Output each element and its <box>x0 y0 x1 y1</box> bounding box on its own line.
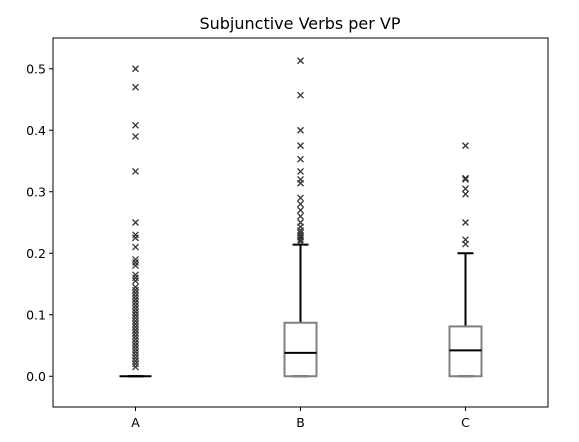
outlier-marker <box>132 314 139 322</box>
x-axis: A B C <box>131 407 470 430</box>
outlier-marker <box>462 174 469 182</box>
outlier-marker <box>132 345 139 353</box>
outlier-marker <box>132 243 139 251</box>
outlier-marker <box>297 179 304 187</box>
outlier-marker <box>132 360 139 368</box>
outlier-marker <box>132 302 139 309</box>
y-axis: 0.0 0.1 0.2 0.3 0.4 0.5 <box>26 61 53 384</box>
x-tick-label: C <box>461 415 470 430</box>
outlier-marker <box>297 91 304 99</box>
outlier-marker <box>132 317 139 325</box>
outlier-marker <box>132 262 139 270</box>
y-tick-label: 0.2 <box>26 246 46 261</box>
outlier-marker <box>132 295 139 303</box>
outlier-marker <box>132 219 139 226</box>
outlier-marker <box>132 231 139 239</box>
outlier-marker <box>132 363 139 371</box>
x-tick-label: A <box>131 415 140 430</box>
outlier-marker <box>132 289 139 297</box>
outlier-marker <box>132 255 139 263</box>
outlier-marker <box>297 142 304 150</box>
y-tick-label: 0.3 <box>26 184 46 199</box>
outlier-marker <box>132 342 139 349</box>
y-tick-label: 0.4 <box>26 123 46 138</box>
outlier-marker <box>132 311 139 319</box>
outlier-marker <box>462 190 469 198</box>
outlier-marker <box>297 155 304 163</box>
outlier-marker <box>297 227 304 234</box>
outlier-marker <box>132 320 139 328</box>
outlier-marker <box>132 65 139 73</box>
outlier-marker <box>132 259 139 266</box>
outlier-marker <box>132 308 139 316</box>
y-tick-label: 0.0 <box>26 369 46 384</box>
outlier-marker <box>132 348 139 356</box>
plot-area <box>119 57 483 378</box>
box-group-c <box>448 142 483 378</box>
outlier-marker <box>132 283 139 291</box>
outlier-marker <box>462 175 469 183</box>
outlier-marker <box>297 236 304 244</box>
outlier-marker <box>132 234 139 242</box>
outlier-marker <box>132 298 139 306</box>
y-tick-label: 0.1 <box>26 307 46 322</box>
outlier-marker <box>132 332 139 340</box>
outlier-marker <box>297 200 304 208</box>
outlier-marker <box>297 194 304 202</box>
outlier-marker <box>297 57 304 65</box>
outlier-marker <box>132 83 139 91</box>
outlier-marker <box>132 132 139 140</box>
outlier-marker <box>462 142 469 150</box>
outlier-marker <box>132 357 139 365</box>
outlier-marker <box>462 240 469 248</box>
outlier-marker <box>297 212 304 220</box>
outlier-marker <box>132 329 139 337</box>
outlier-marker <box>132 286 139 294</box>
outlier-marker <box>132 305 139 313</box>
outlier-marker <box>132 351 139 359</box>
outlier-marker <box>297 126 304 134</box>
outlier-marker <box>132 323 139 331</box>
y-tick-label: 0.5 <box>26 61 46 76</box>
outlier-marker <box>132 292 139 300</box>
outlier-marker <box>132 271 139 279</box>
outlier-marker <box>132 354 139 362</box>
outlier-marker <box>132 335 139 343</box>
iqr-box <box>283 321 318 378</box>
outlier-marker <box>132 167 139 175</box>
outlier-marker <box>297 167 304 175</box>
outlier-marker <box>132 338 139 346</box>
outlier-marker <box>297 206 304 214</box>
outlier-marker <box>132 274 139 282</box>
outlier-marker <box>132 121 139 129</box>
outlier-marker <box>297 238 304 246</box>
outlier-marker <box>462 185 469 193</box>
outlier-marker <box>462 219 469 226</box>
x-tick-label: B <box>296 415 305 430</box>
box-group-b <box>283 57 318 378</box>
chart-title: Subjunctive Verbs per VP <box>199 14 400 33</box>
outlier-marker <box>132 326 139 334</box>
outlier-marker <box>132 277 139 285</box>
box-group-a <box>119 65 152 378</box>
